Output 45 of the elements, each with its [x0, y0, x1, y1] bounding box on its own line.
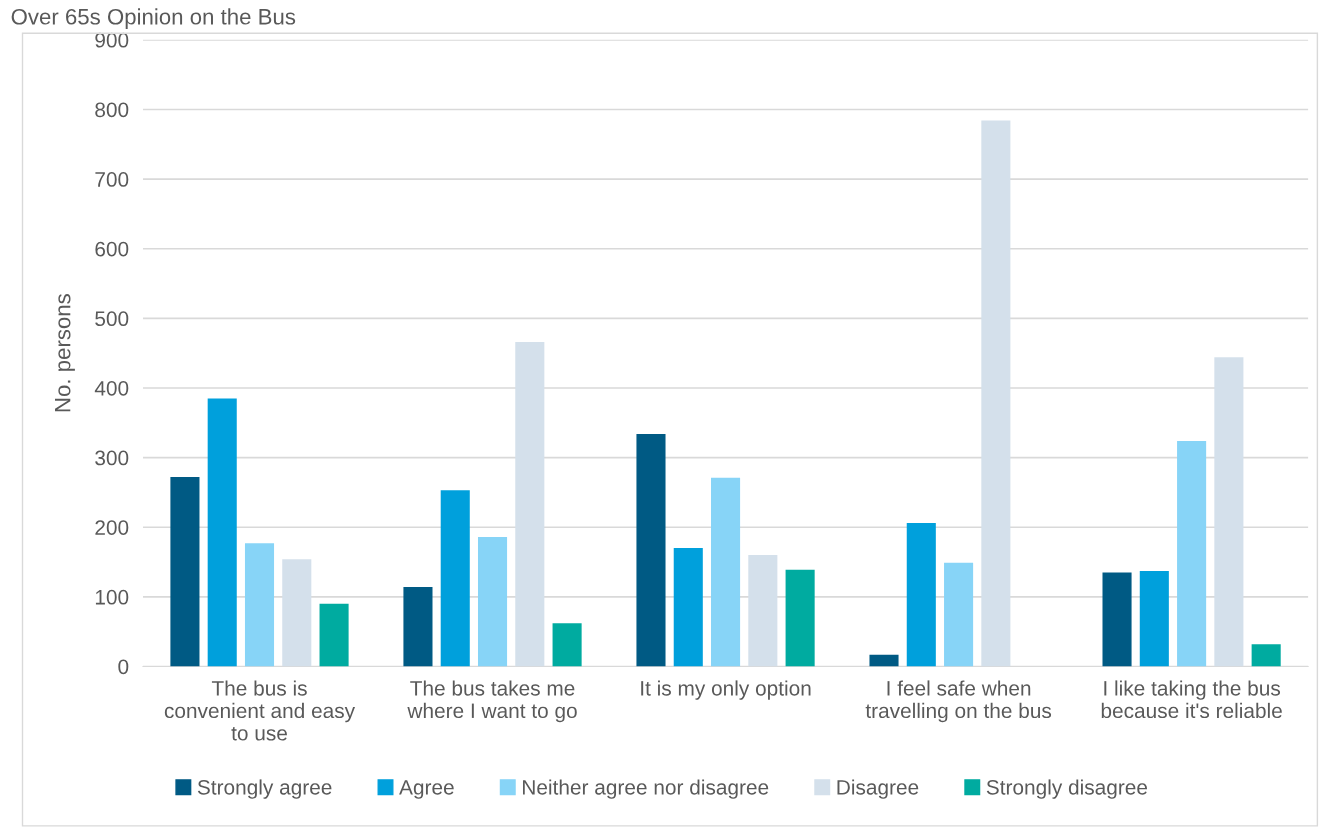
bar [1139, 571, 1169, 667]
x-tick-label: I feel safe when travelling on the bus [865, 680, 1052, 723]
bar [981, 120, 1011, 667]
bar [244, 543, 275, 667]
chart-title: Over 65s Opinion on the Bus [11, 8, 296, 30]
bar [711, 477, 741, 667]
x-tick-label: The bus takes me where I want to go [407, 680, 577, 723]
bar [673, 548, 703, 667]
x-tick-label: The bus is convenient and easy to use [164, 680, 356, 741]
x-tick-label: I like taking the bus because it's reliable [1101, 680, 1282, 719]
y-tick-label: 200 [95, 520, 129, 535]
bar [403, 587, 433, 667]
bar [906, 523, 936, 667]
y-tick-label: 700 [95, 172, 129, 187]
y-tick-label: 0 [118, 659, 129, 675]
legend-label: Strongly agree [197, 779, 332, 799]
y-tick-label: 400 [94, 380, 129, 396]
bar [552, 623, 582, 667]
bar [748, 555, 778, 667]
y-tick-label: 100 [95, 589, 129, 605]
bar [1102, 572, 1132, 667]
legend-label: Agree [399, 780, 454, 799]
bar [170, 477, 200, 667]
bar [1214, 357, 1244, 667]
y-tick-label: 800 [95, 102, 129, 118]
bar [785, 569, 815, 667]
y-tick-label: 300 [95, 450, 129, 466]
bar [944, 562, 974, 667]
legend-label: Disagree [837, 779, 919, 799]
bar [515, 342, 545, 667]
bar [1251, 644, 1281, 667]
legend-label: Strongly disagree [986, 779, 1148, 799]
legend-label: Neither agree nor disagree [523, 779, 769, 799]
bar [636, 433, 666, 667]
bar [440, 490, 470, 667]
bar [319, 603, 349, 667]
y-axis-title: No. persons [55, 294, 75, 412]
bar [869, 654, 899, 667]
bar [207, 398, 237, 667]
y-tick-label: 500 [95, 311, 129, 327]
y-tick-label: 600 [95, 241, 129, 257]
bar [282, 559, 312, 667]
x-tick-label: It is my only option [641, 680, 811, 700]
bar [1177, 440, 1207, 667]
bar [477, 536, 508, 667]
